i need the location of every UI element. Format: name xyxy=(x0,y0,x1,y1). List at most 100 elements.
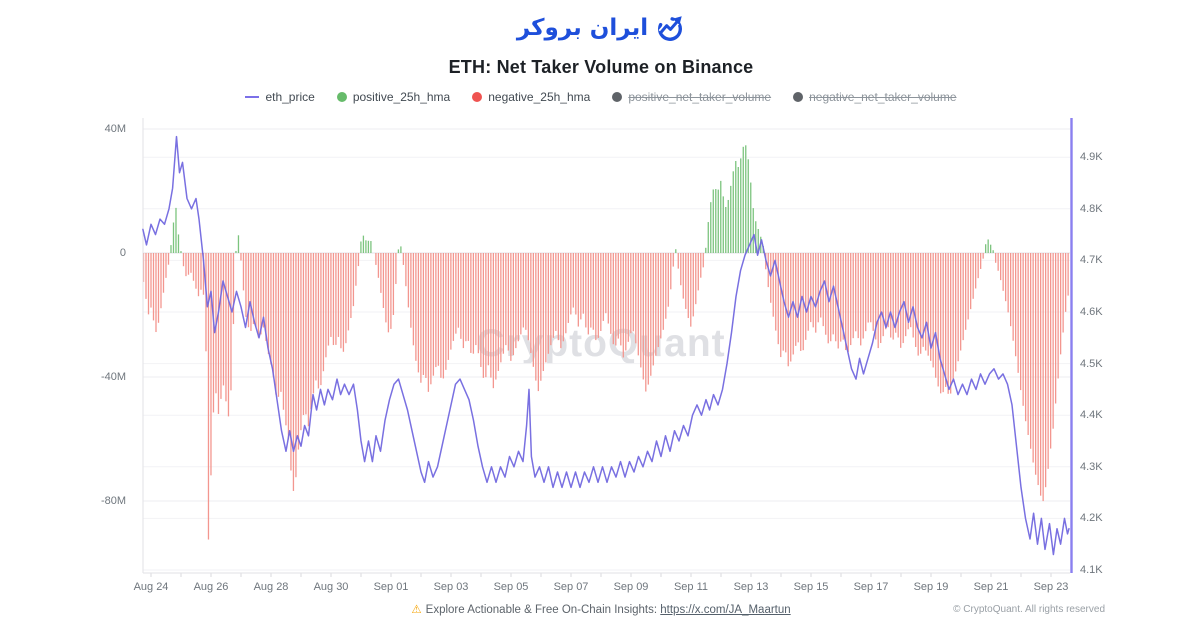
positive-hma-bar xyxy=(237,235,240,253)
negative-hma-bar xyxy=(240,253,242,261)
negative-hma-bar xyxy=(617,253,619,339)
negative-hma-bar xyxy=(1039,253,1042,496)
positive-hma-bar xyxy=(170,245,172,253)
negative-hma-bar xyxy=(462,253,465,349)
negative-hma-bar xyxy=(1057,253,1059,379)
negative-hma-bar xyxy=(810,253,812,323)
negative-hma-bar xyxy=(152,253,155,321)
negative-hma-bar xyxy=(475,253,477,346)
negative-hma-bar xyxy=(302,253,305,416)
negative-hma-bar xyxy=(885,253,887,330)
negative-hma-bar xyxy=(340,253,342,349)
negative-hma-bar xyxy=(627,253,629,342)
legend-item-negative_net_taker_volume[interactable]: negative_net_taker_volume xyxy=(793,90,957,104)
negative-hma-bar xyxy=(620,253,622,346)
negative-hma-bar xyxy=(975,253,977,289)
negative-hma-bar xyxy=(187,253,190,275)
negative-hma-bar xyxy=(467,253,470,341)
negative-hma-bar xyxy=(952,253,954,382)
negative-hma-bar xyxy=(410,253,412,328)
negative-hma-bar xyxy=(787,253,789,367)
negative-hma-bar xyxy=(192,253,195,281)
negative-hma-bar xyxy=(422,253,425,375)
negative-hma-bar xyxy=(437,253,440,366)
positive-hma-bar xyxy=(985,244,987,253)
negative-hma-bar xyxy=(692,253,694,317)
negative-hma-bar xyxy=(1002,253,1004,291)
negative-hma-bar xyxy=(597,253,599,338)
left-axis-tick: -40M xyxy=(100,371,126,383)
x-axis-tick: Sep 13 xyxy=(733,581,769,593)
legend-item-positive_25h_hma[interactable]: positive_25h_hma xyxy=(336,90,451,104)
x-axis-tick: Sep 21 xyxy=(973,581,1009,593)
negative-hma-bar xyxy=(492,253,495,389)
negative-hma-bar xyxy=(252,253,255,325)
negative-hma-bar xyxy=(625,253,627,351)
legend-label: positive_25h_hma xyxy=(352,90,451,104)
circle-marker-icon xyxy=(336,92,347,102)
negative-hma-bar xyxy=(1017,253,1019,373)
positive-hma-bar xyxy=(725,206,727,253)
negative-hma-bar xyxy=(1034,253,1037,475)
positive-hma-bar xyxy=(675,249,677,253)
negative-hma-bar xyxy=(1007,253,1009,313)
negative-hma-bar xyxy=(917,253,919,356)
negative-hma-bar xyxy=(210,253,212,476)
positive-hma-bar xyxy=(737,167,739,253)
negative-hma-bar xyxy=(167,253,170,265)
negative-hma-bar xyxy=(775,253,777,331)
negative-hma-bar xyxy=(935,253,937,378)
legend-item-positive_net_taker_volume[interactable]: positive_net_taker_volume xyxy=(612,90,771,104)
negative-hma-bar xyxy=(527,253,529,341)
negative-hma-bar xyxy=(160,253,162,309)
positive-hma-bar xyxy=(400,246,402,253)
negative-hma-bar xyxy=(202,253,205,295)
negative-hma-bar xyxy=(290,253,292,471)
negative-hma-bar xyxy=(1029,253,1032,449)
negative-hma-bar xyxy=(145,253,147,299)
negative-hma-bar xyxy=(327,253,330,346)
legend-item-eth_price[interactable]: eth_price xyxy=(245,90,315,104)
negative-hma-bar xyxy=(480,253,482,367)
negative-hma-bar xyxy=(815,253,817,333)
negative-hma-bar xyxy=(350,253,352,319)
negative-hma-bar xyxy=(910,253,912,328)
negative-hma-bar xyxy=(980,253,982,269)
negative-hma-bar xyxy=(540,253,542,381)
x-axis-tick: Sep 07 xyxy=(553,581,589,593)
negative-hma-bar xyxy=(535,253,537,381)
negative-hma-bar xyxy=(447,253,450,360)
negative-hma-bar xyxy=(1019,253,1022,391)
negative-hma-bar xyxy=(260,253,262,335)
negative-hma-bar xyxy=(612,253,614,345)
positive-hma-bar xyxy=(367,240,370,253)
legend-label: negative_net_taker_volume xyxy=(809,90,957,104)
negative-hma-bar xyxy=(545,253,547,363)
negative-hma-bar xyxy=(855,253,857,332)
negative-hma-bar xyxy=(967,253,969,320)
negative-hma-bar xyxy=(147,253,150,315)
chart-legend: eth_price positive_25h_hma negative_25h_hm… xyxy=(0,90,1202,104)
legend-item-negative_25h_hma[interactable]: negative_25h_hma xyxy=(472,90,590,104)
right-axis-tick: 4.5K xyxy=(1080,357,1103,370)
negative-hma-bar xyxy=(412,253,415,346)
positive-hma-bar xyxy=(177,234,180,253)
brand-logo-text: ایران بروکر xyxy=(516,15,649,41)
negative-hma-bar xyxy=(652,253,654,366)
negative-hma-bar xyxy=(457,253,460,328)
right-axis-tick: 4.8K xyxy=(1080,202,1103,215)
positive-hma-bar xyxy=(707,222,709,253)
negative-hma-bar xyxy=(615,253,617,346)
negative-hma-bar xyxy=(557,253,559,341)
negative-hma-bar xyxy=(392,253,395,315)
negative-hma-bar xyxy=(507,253,510,351)
negative-hma-bar xyxy=(1064,253,1067,312)
footer-insights-link[interactable]: https://x.com/JA_Maartun xyxy=(660,604,791,616)
negative-hma-bar xyxy=(822,253,824,327)
negative-hma-bar xyxy=(1000,253,1002,281)
negative-hma-bar xyxy=(512,253,515,356)
negative-hma-bar xyxy=(632,253,634,332)
negative-hma-bar xyxy=(335,253,337,345)
negative-hma-bar xyxy=(890,253,892,338)
